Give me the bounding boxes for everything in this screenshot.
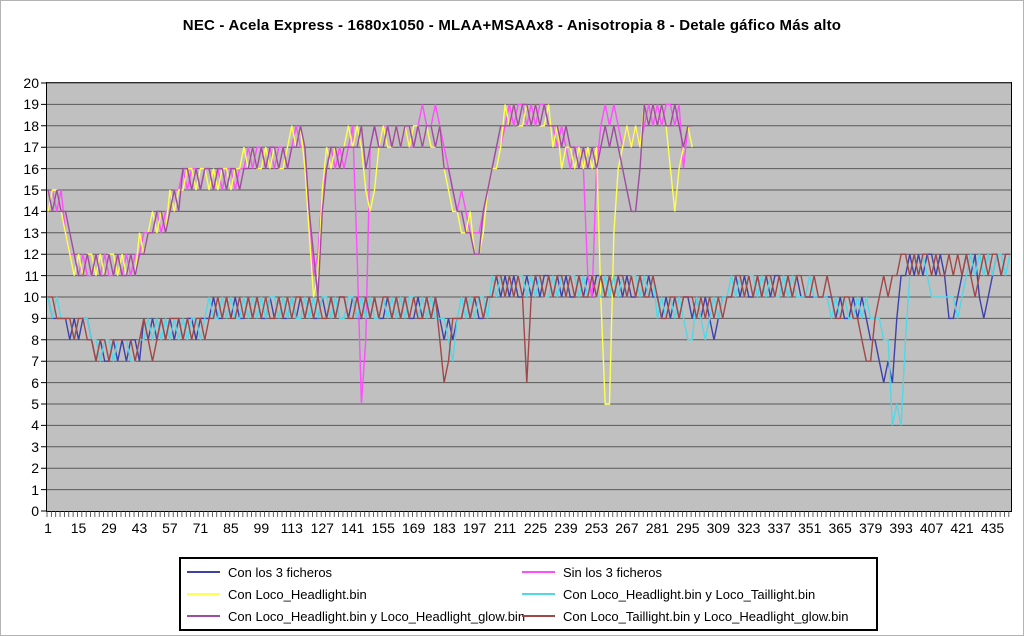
series-line-4: [47, 253, 1011, 426]
y-axis-label: 4: [31, 417, 39, 434]
x-axis-label: 323: [737, 520, 761, 536]
y-axis-label: 5: [31, 396, 39, 412]
legend-swatch-icon: [522, 571, 555, 573]
legend-item-2: Sin los 3 ficheros: [522, 565, 870, 580]
chart-title: NEC - Acela Express - 1680x1050 - MLAA+M…: [182, 17, 842, 34]
x-axis-label: 421: [950, 520, 974, 536]
legend-swatch-icon: [522, 593, 555, 595]
legend: Con los 3 ficheros Sin los 3 ficheros Con …: [179, 557, 878, 631]
x-axis-label: 253: [584, 520, 609, 536]
y-axis-label: 17: [23, 139, 39, 156]
legend-swatch-icon: [522, 615, 555, 617]
y-axis-label: 0: [31, 503, 39, 519]
x-axis-label: 169: [401, 520, 426, 536]
x-axis-label: 239: [554, 520, 578, 536]
legend-item-4: Con Loco_Headlight.bin y Loco_Taillight.…: [522, 587, 870, 602]
x-axis-label: 379: [858, 520, 883, 536]
series-line-5: [47, 103, 693, 298]
x-axis-label: 295: [676, 520, 700, 536]
y-axis-label: 2: [31, 460, 39, 477]
y-axis-label: 1: [31, 481, 39, 498]
x-axis-label: 225: [523, 520, 548, 536]
series-line-3: [47, 104, 693, 405]
x-axis-label: 197: [462, 520, 487, 536]
legend-item-1: Con los 3 ficheros: [187, 565, 522, 580]
x-axis-label: 337: [767, 520, 791, 536]
x-axis-label: 85: [223, 520, 239, 536]
legend-item-6: Con Loco_Taillight.bin y Loco_Headlight_…: [522, 609, 870, 624]
y-axis-label: 3: [31, 438, 39, 455]
x-axis-label: 141: [341, 520, 365, 536]
legend-swatch-icon: [187, 615, 220, 617]
y-axis-label: 19: [23, 96, 39, 113]
x-axis-ticks: [46, 511, 1010, 517]
legend-label: Con Loco_Headlight.bin y Loco_Taillight.…: [563, 586, 816, 602]
y-axis-label: 7: [31, 353, 39, 370]
y-axis-label: 9: [31, 310, 39, 327]
legend-label: Con Loco_Headlight.bin: [228, 586, 367, 602]
y-axis-label: 6: [31, 374, 39, 391]
x-axis-label: 57: [162, 520, 178, 536]
legend-label: Con Loco_Taillight.bin y Loco_Headlight_…: [563, 608, 849, 624]
y-axis-label: 11: [24, 267, 39, 284]
y-axis-label: 18: [23, 117, 39, 134]
legend-item-5: Con Loco_Headlight.bin y Loco_Headlight_…: [187, 608, 526, 624]
x-axis-label: 127: [310, 520, 334, 536]
x-axis-label: 211: [493, 520, 517, 536]
y-axis-label: 13: [23, 224, 39, 241]
y-axis-label: 16: [23, 160, 39, 177]
x-axis-label: 1: [44, 520, 52, 536]
series-line-6: [48, 253, 1010, 383]
legend-label: Con Loco_Headlight.bin y Loco_Headlight_…: [228, 608, 526, 624]
x-axis-label: 155: [371, 520, 395, 536]
x-axis-label: 407: [919, 520, 944, 536]
x-axis-label: 113: [280, 520, 303, 536]
y-axis-label: 10: [23, 289, 39, 305]
y-axis-label: 14: [23, 203, 39, 220]
x-axis-label: 365: [828, 520, 852, 536]
gridlines: [47, 82, 1011, 491]
legend-swatch-icon: [187, 571, 220, 573]
y-axis-label: 15: [23, 182, 39, 198]
y-axis-label: 8: [31, 331, 39, 348]
legend-swatch-icon: [187, 593, 220, 595]
x-axis-label: 435: [980, 520, 1005, 536]
x-axis-label: 29: [101, 520, 117, 536]
plot-svg: [41, 82, 1011, 517]
y-axis-ticks: [41, 82, 47, 512]
legend-label: Con los 3 ficheros: [228, 564, 333, 580]
x-axis-label: 309: [706, 520, 730, 536]
y-axis-label: 20: [23, 75, 39, 91]
x-axis-label: 267: [615, 520, 639, 536]
legend-label: Sin los 3 ficheros: [563, 564, 662, 580]
y-axis-label: 12: [23, 246, 39, 263]
legend-item-3: Con Loco_Headlight.bin: [187, 587, 522, 602]
x-axis-label: 351: [798, 520, 822, 536]
x-axis-label: 71: [192, 520, 209, 536]
x-axis-label: 99: [253, 520, 270, 536]
x-axis-label: 281: [645, 520, 670, 536]
plot-area: [41, 82, 1012, 517]
x-axis-label: 393: [889, 520, 913, 536]
x-axis-label: 43: [131, 520, 148, 536]
x-axis-label: 183: [432, 520, 456, 536]
x-axis-label: 15: [70, 520, 87, 536]
